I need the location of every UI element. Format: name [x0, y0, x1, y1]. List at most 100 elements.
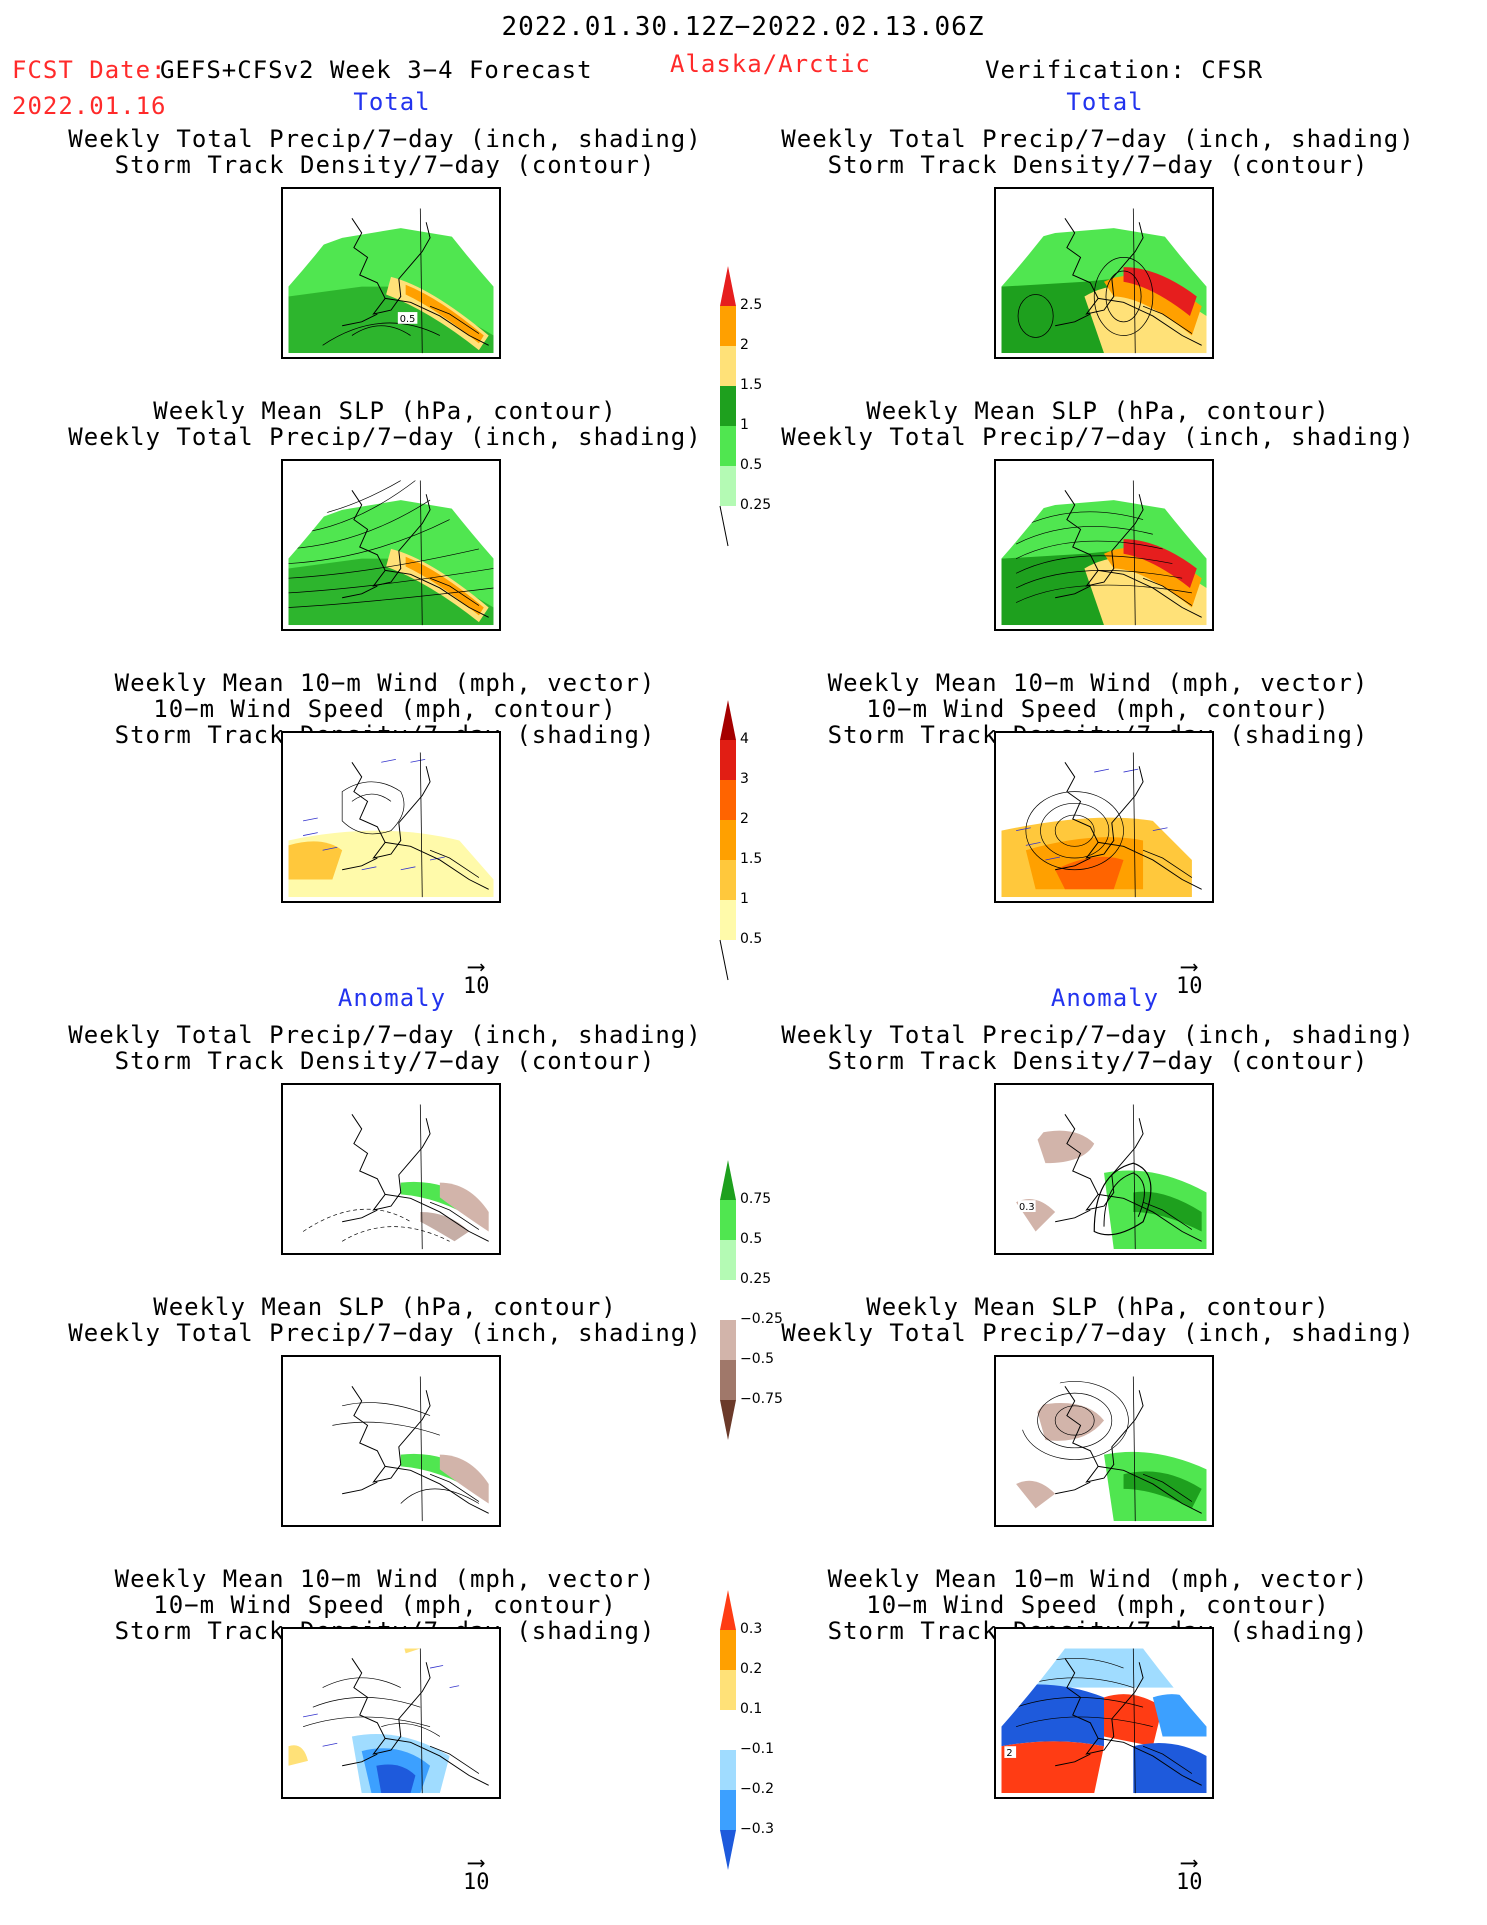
- section-total-right: Total: [1066, 88, 1144, 116]
- colorbar-tick-label: 4: [740, 731, 749, 747]
- colorbar-tick-label: 0.1: [740, 1701, 763, 1717]
- arrow-right-icon: ⟶: [1182, 1848, 1197, 1876]
- colorbar-segment: [720, 346, 736, 386]
- title-fcst-anom-precip-1: Weekly Total Precip/7−day (inch, shading…: [68, 1021, 702, 1049]
- title-fcst-total-slp-2: Weekly Total Precip/7−day (inch, shading…: [68, 423, 702, 451]
- title-cfsr-anom-slp-2: Weekly Total Precip/7−day (inch, shading…: [781, 1319, 1415, 1347]
- colorbar-tail: [719, 939, 729, 981]
- colorbar-tick-label: −0.25: [740, 1311, 783, 1327]
- colorbar-segment: [720, 860, 736, 900]
- title-cfsr-total-slp-2: Weekly Total Precip/7−day (inch, shading…: [781, 423, 1415, 451]
- title-fcst-total-wind-1: Weekly Mean 10−m Wind (mph, vector): [114, 669, 656, 697]
- colorbar-segment: [720, 1830, 736, 1870]
- colorbar-storm-anom: 0.3 0.2 0.1 −0.1 −0.2 −0.3: [718, 1590, 798, 1880]
- colorbar-tick-label: 2: [740, 337, 749, 353]
- title-fcst-total-precip-1: Weekly Total Precip/7−day (inch, shading…: [68, 125, 702, 153]
- title-cfsr-total-wind-2: 10−m Wind Speed (mph, contour): [866, 695, 1330, 723]
- vector-ref-fcst-anom: ⟶ 10: [463, 1848, 490, 1895]
- colorbar-tick-label: 0.25: [740, 1271, 772, 1287]
- contour-label-cfsr-anom-precip: 0.3: [1019, 1202, 1035, 1213]
- title-cfsr-total-precip-2: Storm Track Density/7−day (contour): [827, 151, 1369, 179]
- colorbar-tail: [719, 505, 729, 547]
- colorbar-segment: [720, 386, 736, 426]
- fcst-date-label: FCST Date:: [12, 56, 167, 84]
- map-cfsr-total-slp: [994, 459, 1214, 631]
- colorbar-segment: [720, 820, 736, 860]
- map-fcst-total-slp: [281, 459, 501, 631]
- title-fcst-anom-slp-1: Weekly Mean SLP (hPa, contour): [153, 1293, 617, 1321]
- title-cfsr-anom-wind-1: Weekly Mean 10−m Wind (mph, vector): [827, 1565, 1369, 1593]
- colorbar-segment: [720, 266, 736, 306]
- colorbar-tick-label: −0.5: [740, 1351, 774, 1367]
- colorbar-segment: [720, 900, 736, 940]
- title-fcst-anom-precip-2: Storm Track Density/7−day (contour): [114, 1047, 656, 1075]
- colorbar-tick-label: 1: [740, 891, 749, 907]
- title-cfsr-anom-precip-2: Storm Track Density/7−day (contour): [827, 1047, 1369, 1075]
- colorbar-tick-label: 3: [740, 771, 749, 787]
- map-fcst-anom-precip: [281, 1083, 501, 1255]
- colorbar-segment: [720, 1400, 736, 1440]
- colorbar-segment: [720, 466, 736, 506]
- arrow-right-icon: ⟶: [469, 1848, 484, 1876]
- colorbar-tick-label: 0.3: [740, 1621, 763, 1637]
- section-anomaly-left: Anomaly: [337, 984, 447, 1012]
- map-cfsr-total-wind: [994, 731, 1214, 903]
- colorbar-segment: [720, 700, 736, 740]
- colorbar-storm-total: 4 3 2 1.5 1 0.5: [718, 700, 798, 990]
- colorbar-segment: [720, 780, 736, 820]
- title-fcst-anom-wind-2: 10−m Wind Speed (mph, contour): [153, 1591, 617, 1619]
- colorbar-tick-label: −0.3: [740, 1821, 774, 1837]
- colorbar-segment: [720, 1590, 736, 1630]
- vector-ref-cfsr-total: ⟶ 10: [1176, 952, 1203, 999]
- title-cfsr-anom-slp-1: Weekly Mean SLP (hPa, contour): [866, 1293, 1330, 1321]
- colorbar-tick-label: 1.5: [740, 377, 763, 393]
- map-fcst-total-precip: 0.5: [281, 187, 501, 359]
- colorbar-segment: [720, 1790, 736, 1830]
- colorbar-tick-label: 0.25: [740, 497, 772, 513]
- title-cfsr-total-wind-1: Weekly Mean 10−m Wind (mph, vector): [827, 669, 1369, 697]
- map-cfsr-anom-wind: 2: [994, 1627, 1214, 1799]
- contour-label-cfsr-anom-wind: 2: [1006, 1748, 1012, 1759]
- colorbar-segment: [720, 1160, 736, 1200]
- colorbar-segment: [720, 1360, 736, 1400]
- colorbar-tick-label: 0.5: [740, 931, 763, 947]
- region-label: Alaska/Arctic: [670, 50, 871, 78]
- colorbar-segment: [720, 1750, 736, 1790]
- vector-ref-fcst-total: ⟶ 10: [463, 952, 490, 999]
- title-cfsr-anom-wind-2: 10−m Wind Speed (mph, contour): [866, 1591, 1330, 1619]
- colorbar-tick-label: 0.2: [740, 1661, 763, 1677]
- colorbar-tick-label: −0.1: [740, 1741, 774, 1757]
- colorbar-segment: [720, 1630, 736, 1670]
- section-total-left: Total: [353, 88, 431, 116]
- colorbar-precip-anom: 0.75 0.5 0.25 −0.25 −0.5 −0.75: [718, 1160, 798, 1450]
- map-fcst-anom-wind: [281, 1627, 501, 1799]
- title-cfsr-anom-precip-1: Weekly Total Precip/7−day (inch, shading…: [781, 1021, 1415, 1049]
- colorbar-segment: [720, 306, 736, 346]
- map-cfsr-anom-precip: 0.3: [994, 1083, 1214, 1255]
- colorbar-segment: [720, 1320, 736, 1360]
- colorbar-segment: [720, 1280, 736, 1320]
- verification-label: Verification: CFSR: [985, 56, 1264, 84]
- fcst-date-value: 2022.01.16: [12, 92, 167, 120]
- colorbar-tick-label: 0.75: [740, 1191, 772, 1207]
- colorbar-segment: [720, 740, 736, 780]
- title-fcst-total-precip-2: Storm Track Density/7−day (contour): [114, 151, 656, 179]
- date-range-title: 2022.01.30.12Z−2022.02.13.06Z: [501, 12, 985, 42]
- colorbar-tick-label: 1: [740, 417, 749, 433]
- colorbar-segment: [720, 1710, 736, 1750]
- title-fcst-anom-slp-2: Weekly Total Precip/7−day (inch, shading…: [68, 1319, 702, 1347]
- colorbar-segment: [720, 1670, 736, 1710]
- title-fcst-anom-wind-1: Weekly Mean 10−m Wind (mph, vector): [114, 1565, 656, 1593]
- colorbar-segment: [720, 1200, 736, 1240]
- forecast-name: GEFS+CFSv2 Week 3−4 Forecast: [160, 56, 593, 84]
- colorbar-tick-label: −0.75: [740, 1391, 783, 1407]
- colorbar-tick-label: 2: [740, 811, 749, 827]
- title-cfsr-total-precip-1: Weekly Total Precip/7−day (inch, shading…: [781, 125, 1415, 153]
- colorbar-tick-label: 0.5: [740, 457, 763, 473]
- title-fcst-total-wind-2: 10−m Wind Speed (mph, contour): [153, 695, 617, 723]
- colorbar-segment: [720, 1240, 736, 1280]
- vector-ref-cfsr-anom: ⟶ 10: [1176, 1848, 1203, 1895]
- colorbar-tick-label: 0.5: [740, 1231, 763, 1247]
- title-fcst-total-slp-1: Weekly Mean SLP (hPa, contour): [153, 397, 617, 425]
- colorbar-tick-label: −0.2: [740, 1781, 774, 1797]
